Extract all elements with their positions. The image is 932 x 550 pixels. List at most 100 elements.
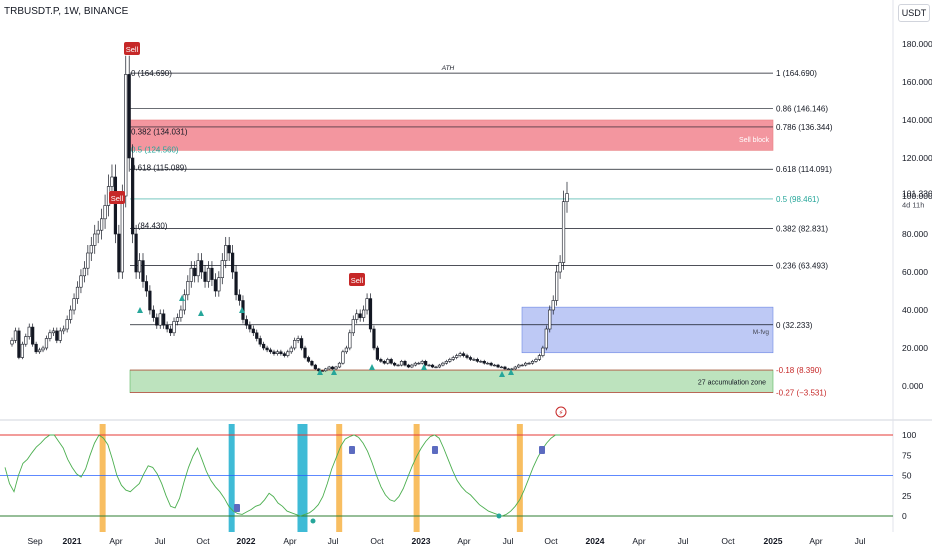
candle [96, 229, 100, 235]
candle [472, 359, 476, 361]
candle [75, 286, 80, 299]
candle [282, 353, 286, 356]
candle [458, 353, 462, 356]
candle [393, 362, 397, 366]
fib-level-label: 0.236 (63.493) [776, 261, 828, 270]
fib-level-label: 0.618 (114.091) [776, 165, 832, 174]
candle [413, 362, 417, 366]
candle [186, 281, 190, 296]
candle [155, 317, 159, 326]
candle [120, 195, 124, 273]
candle [165, 324, 169, 330]
left-fib-label: 0.382 (134.031) [131, 127, 188, 136]
time-tick-label: 2021 [63, 536, 82, 546]
alert-icon-glyph: ⚡ [559, 409, 564, 417]
left-fib-label: 0.5 (124.560) [131, 145, 179, 154]
price-tick-label: 180.000 [902, 39, 932, 49]
candle [306, 357, 311, 362]
candle [237, 294, 242, 301]
candle [44, 338, 49, 349]
time-tick-label: Jul [503, 536, 514, 546]
oscillator-signal-marker [349, 446, 355, 454]
candle [372, 328, 376, 349]
candle [213, 279, 217, 292]
time-tick-label: 2023 [412, 536, 431, 546]
candle [437, 364, 442, 368]
candle [179, 309, 183, 318]
candle [382, 360, 386, 364]
candle [58, 330, 62, 341]
candle [337, 362, 342, 368]
sell-signal-badge [124, 42, 140, 55]
oscillator-signal-band [99, 424, 106, 532]
candle [396, 364, 400, 367]
candle [210, 267, 214, 280]
buy-signal-triangle [421, 364, 427, 370]
candle [548, 309, 552, 330]
sell-signal-label: Sell [111, 194, 124, 203]
candle [137, 260, 142, 273]
candle [55, 330, 59, 341]
candle [537, 355, 542, 360]
candle [310, 360, 314, 366]
candle [231, 252, 235, 273]
candle [144, 281, 149, 292]
left-fib-label: 1 (84.430) [131, 222, 168, 231]
time-tick-label: Jul [678, 536, 689, 546]
candle [430, 364, 435, 368]
candle [10, 340, 14, 345]
candle [193, 267, 197, 277]
fib-level-label: 0.382 (82.831) [776, 225, 828, 234]
sell-signal-badge [349, 273, 365, 286]
candle [286, 351, 290, 356]
oscillator-signal-band [297, 424, 308, 532]
candle [399, 360, 404, 366]
fib-level-label: 0.86 (146.146) [776, 104, 828, 113]
candle [248, 324, 252, 330]
candle [41, 347, 45, 351]
oscillator-dot-marker [496, 513, 502, 519]
candle [17, 330, 21, 358]
candle [441, 362, 445, 366]
sell-signal-badge [109, 191, 125, 204]
candle [344, 347, 348, 353]
candle [69, 309, 73, 320]
currency-button[interactable]: USDT [898, 4, 930, 22]
oscillator-tick-label: 50 [902, 471, 912, 481]
candle [227, 245, 231, 254]
candle [27, 326, 31, 337]
candle [168, 328, 173, 334]
candle [72, 298, 76, 311]
candle [131, 157, 135, 235]
candle [62, 328, 66, 332]
sell-signal-label: Sell [126, 45, 139, 54]
candle [203, 271, 207, 282]
fib-level-label: 0.786 (136.344) [776, 123, 833, 132]
ath-label: ATH [441, 65, 455, 72]
candle [455, 355, 459, 358]
candle [330, 366, 335, 370]
alert-icon [555, 406, 567, 418]
candle [234, 271, 238, 296]
time-tick-label: Apr [457, 536, 470, 546]
buy-signal-triangle [198, 310, 204, 316]
zone-sell-block [129, 119, 774, 151]
candle [527, 362, 531, 365]
candle [341, 351, 345, 364]
candle [196, 260, 200, 277]
buy-signal-triangle [179, 295, 185, 301]
candle [410, 364, 414, 368]
candle [334, 366, 338, 370]
candle [389, 359, 393, 364]
candle [489, 362, 493, 366]
time-tick-label: Jul [328, 536, 339, 546]
candle [427, 364, 431, 367]
candle [37, 349, 42, 353]
candle [220, 260, 224, 279]
candle [499, 366, 504, 369]
time-tick-label: Jul [155, 536, 166, 546]
candle [313, 364, 317, 370]
candle [258, 338, 262, 345]
